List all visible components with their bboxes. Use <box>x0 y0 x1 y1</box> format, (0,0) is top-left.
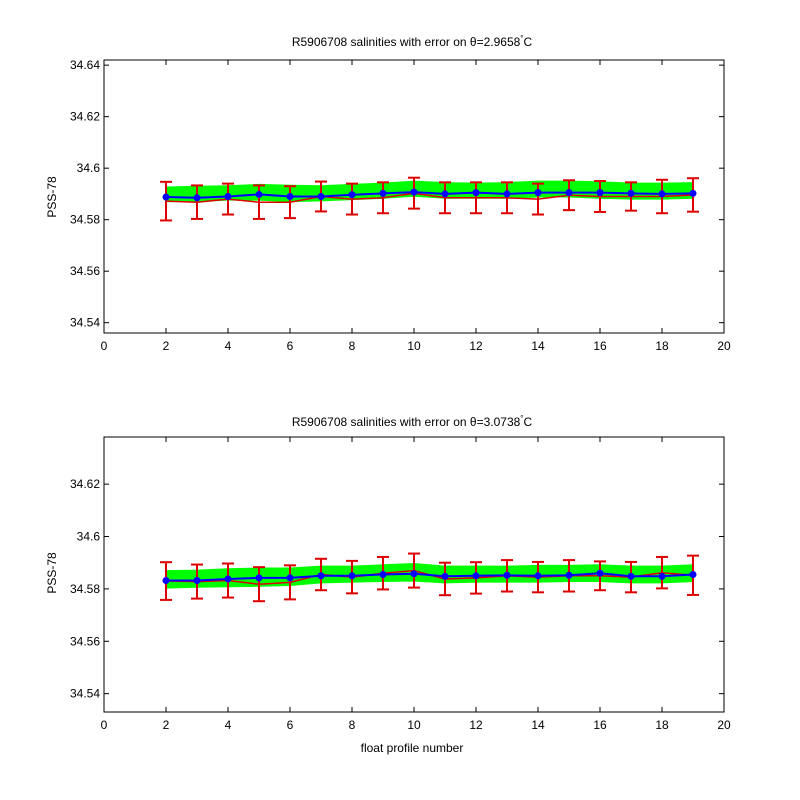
top-ytick-label: 34.6 <box>77 161 101 175</box>
top-mapped-salinity-point <box>627 189 635 197</box>
top-mapped-salinity-point <box>410 188 418 196</box>
top-salinity-line <box>165 192 694 203</box>
bottom-mapped-salinity-point <box>410 570 418 578</box>
bottom-mapped-salinity-point <box>255 574 263 582</box>
bottom-xtick-label: 16 <box>593 718 607 732</box>
top-ytick-label: 34.54 <box>70 316 100 330</box>
top-mapped-salinity-point <box>193 194 201 202</box>
bottom-xtick-label: 6 <box>287 718 294 732</box>
top-mapped-salinity-point <box>317 193 325 200</box>
bottom-chart-ylabel: PSS-78 <box>45 552 59 594</box>
bottom-mapped-salinity-point <box>441 572 449 580</box>
top-error-bar <box>439 181 451 215</box>
top-ytick-label: 34.62 <box>70 110 100 124</box>
top-ytick-label: 34.56 <box>70 264 100 278</box>
bottom-mapped-salinity-point <box>193 577 201 585</box>
top-xtick-label: 8 <box>349 339 356 353</box>
bottom-xtick-label: 18 <box>655 718 669 732</box>
top-xtick-label: 20 <box>717 339 731 353</box>
bottom-mapped-salinity-point <box>472 572 480 580</box>
bottom-error-bar <box>284 564 296 601</box>
bottom-xtick-label: 10 <box>407 718 421 732</box>
bottom-xtick-label: 0 <box>101 718 108 732</box>
top-xtick-label: 16 <box>593 339 607 353</box>
bottom-chart-title: R5906708 salinities with error on θ=3.07… <box>292 414 533 429</box>
bottom-xtick-label: 4 <box>225 718 232 732</box>
top-mapped-salinity-point <box>162 193 170 201</box>
bottom-ytick-label: 34.6 <box>77 530 101 544</box>
bottom-mapped-salinity-point <box>534 572 542 580</box>
bottom-xtick-label: 8 <box>349 718 356 732</box>
top-mapped-salinity-point <box>596 189 604 197</box>
top-xtick-label: 14 <box>531 339 545 353</box>
bottom-mapped-salinity-line <box>166 572 694 582</box>
top-xtick-label: 2 <box>163 339 170 353</box>
bottom-mapped-salinity-point <box>379 571 387 578</box>
top-mapped-salinity-line <box>165 191 694 199</box>
top-error-bar <box>284 185 296 220</box>
bottom-mapped-salinity-point <box>565 571 573 579</box>
top-mapped-salinity-point <box>441 190 449 198</box>
bottom-chart-xlabel: float profile number <box>361 741 464 755</box>
bottom-xtick-label: 2 <box>163 718 170 732</box>
bottom-mapped-salinity-point <box>317 572 325 580</box>
top-error-bar <box>532 182 544 216</box>
top-error-bar <box>501 181 513 215</box>
bottom-mapped-salinity-point <box>348 572 356 580</box>
top-mapped-salinity-point <box>379 189 387 197</box>
bottom-mapped-salinity-point <box>224 575 232 583</box>
top-chart: 0 2 4 6 8 10 12 14 16 18 20 34.54 34.56 34.58 34.6 34.6… <box>45 34 731 353</box>
bottom-ytick-label: 34.56 <box>70 634 100 648</box>
bottom-mapped-salinity-point <box>689 571 697 578</box>
top-ytick-label: 34.58 <box>70 213 100 227</box>
top-xtick-label: 6 <box>287 339 294 353</box>
top-xtick-label: 18 <box>655 339 669 353</box>
top-error-bar <box>346 182 358 216</box>
top-error-bar <box>191 184 203 220</box>
top-error-bar <box>594 180 606 213</box>
bottom-mapped-salinity-point <box>286 574 294 582</box>
top-mapped-salinity-point <box>689 189 697 197</box>
top-mapped-salinity-point <box>286 193 294 200</box>
bottom-ytick-label: 34.58 <box>70 582 100 596</box>
bottom-mapped-salinity-point <box>162 577 170 585</box>
top-xtick-label: 12 <box>469 339 483 353</box>
bottom-xtick-label: 20 <box>717 718 731 732</box>
bottom-chart: 0 2 4 6 8 10 12 14 16 18 20 34.54 34.56 34.58 34.6 34.6… <box>45 414 731 755</box>
top-mapped-salinity-point <box>503 190 511 198</box>
top-mapped-salinity-point <box>224 193 232 200</box>
top-ytick-label: 34.64 <box>70 58 100 72</box>
top-mapped-salinity-point <box>472 189 480 197</box>
top-error-bar <box>377 181 389 215</box>
top-mapped-salinity-point <box>348 191 356 199</box>
bottom-error-bar <box>656 555 668 590</box>
bottom-ytick-label: 34.62 <box>70 477 100 491</box>
bottom-xtick-label: 14 <box>531 718 545 732</box>
top-mapped-salinity-point <box>565 189 573 197</box>
top-xtick-label: 4 <box>225 339 232 353</box>
top-chart-title: R5906708 salinities with error on θ=2.96… <box>292 34 533 49</box>
bottom-mapped-salinity-point <box>627 572 635 580</box>
top-mapped-salinity-point <box>534 189 542 197</box>
bottom-mapped-salinity-point <box>658 572 666 580</box>
top-xtick-label: 0 <box>101 339 108 353</box>
top-mapped-salinity-point <box>658 190 666 198</box>
bottom-error-bar <box>253 566 265 603</box>
bottom-xtick-label: 12 <box>469 718 483 732</box>
top-xtick-label: 10 <box>407 339 421 353</box>
top-mapped-salinity-point <box>255 190 263 198</box>
top-chart-ylabel: PSS-78 <box>45 176 59 218</box>
bottom-ytick-label: 34.54 <box>70 687 100 701</box>
top-error-bar <box>160 180 172 222</box>
bottom-mapped-salinity-point <box>503 571 511 579</box>
bottom-mapped-salinity-point <box>596 569 604 577</box>
top-error-bar <box>470 181 482 215</box>
